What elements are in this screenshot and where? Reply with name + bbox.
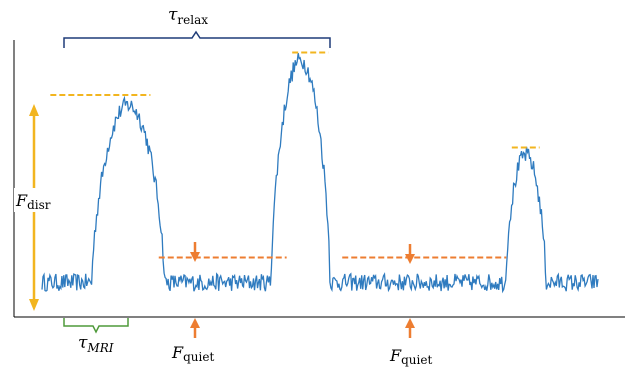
reference-lines	[50, 51, 540, 259]
f-disr-label-bg	[14, 188, 50, 212]
f-disr-label: Fdisr	[15, 191, 51, 212]
f-quiet-arrow-up-left	[190, 318, 200, 338]
tau-relax-label: τrelax	[168, 5, 208, 27]
f-quiet-arrow-down-right	[405, 244, 415, 264]
f-quiet-arrow-down-left	[190, 242, 200, 262]
tau-mri-brace	[63, 318, 129, 334]
f-quiet-label-right: Fquiet	[389, 346, 432, 367]
tau-relax-brace	[63, 30, 331, 48]
signal-line	[41, 52, 599, 294]
f-quiet-label-left: Fquiet	[171, 343, 214, 364]
f-quiet-arrow-up-right	[405, 318, 415, 338]
tau-mri-label: τMRI	[78, 333, 114, 355]
